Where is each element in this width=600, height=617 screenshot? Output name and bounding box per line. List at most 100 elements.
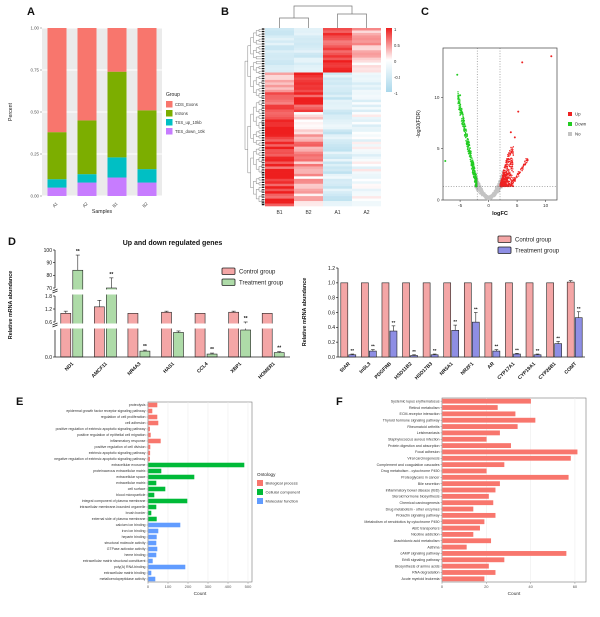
heatmap-cells [265,28,381,207]
bar [148,576,156,582]
svg-text:Samples: Samples [92,209,113,215]
svg-text:0.5: 0.5 [394,43,400,48]
svg-text:Asthma: Asthma [427,545,439,549]
ontology-legend: Ontology Biological process Cellular compo… [257,472,301,504]
bar [148,420,159,426]
panel-f-kegg-pathway-chart: Systemic lupus erythematosus Retinol meta… [364,397,587,597]
svg-text:0.2: 0.2 [328,340,335,346]
stacked-bar-segment [137,169,157,183]
bar [442,487,496,493]
svg-text:Treatment group: Treatment group [515,248,560,254]
svg-text:iron ion binding: iron ion binding [122,529,146,533]
bar [148,540,157,546]
bar [139,350,151,358]
bar [442,576,485,582]
bar [402,282,410,358]
svg-text:structural molecule activity: structural molecule activity [104,541,145,545]
bar [240,329,251,358]
svg-text:Down: Down [575,122,587,127]
bar [228,311,239,358]
bar [369,350,377,358]
stacked-bar-segment [77,28,97,121]
svg-text:Molecular function: Molecular function [266,499,298,504]
svg-text:Protein digestion and absorpti: Protein digestion and absorption [388,444,440,448]
svg-text:90: 90 [46,260,52,266]
bar [442,449,578,455]
bar [173,332,184,358]
bar [148,462,245,468]
bar [442,493,489,499]
panel-a-plot: 0.00 0.25 0.50 0.75 1.00 A1 A2 B1 B2 [30,26,162,209]
svg-text:Count: Count [194,591,207,597]
panel-d-left-chart: Up and down regulated genes ** ND1 ** AMCF11… [8,240,292,381]
svg-text:Treatment group: Treatment group [239,280,284,286]
svg-text:Focal adhesion: Focal adhesion [415,450,439,454]
svg-text:A1: A1 [334,210,340,216]
svg-text:-1: -1 [394,91,398,96]
svg-text:Chemical carcinogenesis: Chemical carcinogenesis [400,501,440,505]
bar [381,282,390,358]
svg-text:Cellular component: Cellular component [266,490,301,495]
svg-text:heme binding: heme binding [124,553,145,557]
svg-text:Group: Group [166,92,180,98]
svg-text:Drug metabolism - other enzyme: Drug metabolism - other enzymes [386,507,440,511]
bar [566,281,575,358]
svg-text:positive regulation of extrins: positive regulation of extrinsic apoptot… [56,427,146,431]
bar [148,552,157,558]
svg-text:100: 100 [44,248,53,254]
panel-a-label: A [27,6,35,18]
volcano-points [444,55,553,201]
bar [148,534,157,540]
bar [148,438,161,444]
svg-text:Acute myeloid leukemia: Acute myeloid leukemia [402,577,440,581]
svg-text:B1: B1 [111,201,119,209]
bar [127,313,139,358]
svg-text:metalloendopeptidase activity: metalloendopeptidase activity [100,577,146,581]
barh-plot: proteolysis epidermal growth factor recep… [54,401,253,597]
svg-text:Relative mRNA abundance: Relative mRNA abundance [302,278,308,346]
stacked-bar-segment [137,110,157,170]
svg-text:AR: AR [486,361,496,371]
bar [148,432,151,438]
svg-text:CYP19A1: CYP19A1 [517,361,537,381]
bar [148,492,155,498]
bar [273,352,285,358]
svg-text:NR4A3: NR4A3 [126,361,142,377]
bar [148,546,158,552]
svg-text:60: 60 [573,584,578,589]
svg-text:inflammatory response: inflammatory response [110,439,145,443]
bar [484,282,493,358]
svg-text:InSL3: InSL3 [358,361,372,375]
svg-text:CYP26B1: CYP26B1 [538,361,558,381]
panel-e-go-enrichment-chart: proteolysis epidermal growth factor recep… [54,401,301,597]
panel-d-left-legend: Control group Treatment group [221,267,284,286]
svg-text:extracellular matrix structura: extracellular matrix structural constitu… [83,559,146,563]
svg-text:**: ** [474,307,478,312]
bar [442,430,500,436]
svg-text:**: ** [277,346,281,352]
svg-text:Relative mRNA abundance: Relative mRNA abundance [8,271,14,339]
bar [554,343,562,358]
svg-text:0.8: 0.8 [328,295,335,301]
svg-text:**: ** [412,349,416,354]
bar [94,306,105,358]
bar [148,570,152,576]
svg-text:CCL4: CCL4 [196,361,210,375]
bar [442,512,496,518]
stacked-bar-segment [47,28,67,133]
svg-text:Inflammatory bowel disease (IB: Inflammatory bowel disease (IBD) [386,488,440,492]
bar [442,525,480,531]
stacked-bar-segment [77,120,97,175]
svg-text:40: 40 [528,584,533,589]
axis-break [51,323,292,329]
stacked-bar-segment [77,174,97,183]
bar [148,486,166,492]
svg-text:**: ** [371,344,375,349]
svg-text:Bile secretion: Bile secretion [418,482,440,486]
svg-text:cAMP signaling pathway: cAMP signaling pathway [400,552,439,556]
svg-text:HSD17B3: HSD17B3 [414,361,434,381]
stacked-bar-segment [47,179,67,188]
svg-text:-log10(FDR): -log10(FDR) [416,110,422,138]
svg-text:5: 5 [516,203,519,208]
